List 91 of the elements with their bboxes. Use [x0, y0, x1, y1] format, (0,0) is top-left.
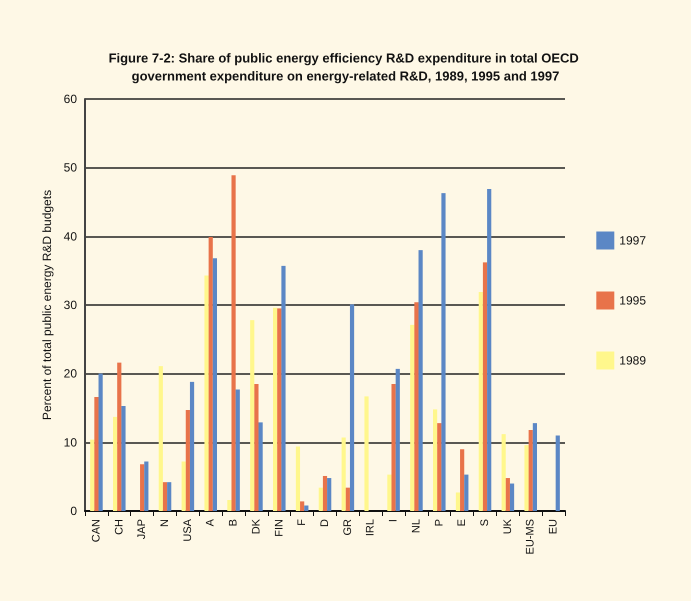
bar: [281, 266, 286, 511]
bar: [254, 384, 259, 511]
bar: [117, 362, 122, 511]
y-tick-label: 60: [64, 92, 78, 106]
chart-title: Figure 7-2: Share of public energy efficiency R&D expenditure in total OECD government expenditure on energy-related R&D, 1989, 1995 and 1997: [108, 50, 582, 84]
legend-label: 1989: [619, 354, 646, 368]
bar: [528, 430, 533, 511]
legend-label: 1997: [619, 234, 646, 248]
bar: [204, 275, 209, 511]
bar: [186, 410, 190, 511]
bar: [524, 445, 529, 511]
bar: [113, 416, 118, 511]
x-tick-label: N: [159, 518, 171, 527]
bar: [140, 464, 144, 511]
bar: [502, 434, 506, 511]
bar: [90, 440, 94, 511]
bar: [296, 446, 300, 511]
bar: [98, 374, 103, 511]
bar: [437, 423, 442, 511]
y-tick-label: 50: [64, 160, 78, 175]
x-tick-label: GR: [342, 518, 354, 536]
bar: [236, 389, 240, 511]
bar: [532, 423, 537, 511]
x-tick-label: I: [388, 519, 400, 522]
bar: [212, 258, 217, 511]
bar: [327, 478, 332, 511]
bar: [273, 308, 278, 511]
bar: [482, 262, 488, 511]
bar: [391, 384, 396, 511]
bar: [487, 188, 492, 511]
bar: [162, 482, 168, 511]
bar: [300, 501, 304, 511]
x-tick-label: USA: [182, 518, 194, 542]
bar: [556, 435, 560, 511]
x-tick-label: EU-MS: [524, 519, 537, 554]
bar: [342, 438, 346, 511]
y-tick-label: 40: [64, 229, 78, 244]
bar: [456, 492, 460, 511]
x-tick-label: CH: [113, 518, 126, 535]
bar: [144, 462, 148, 511]
bar: [227, 500, 232, 511]
x-tick-label: B: [228, 519, 240, 526]
x-tick-label: D: [319, 518, 331, 527]
bar: [231, 175, 236, 511]
x-tick-label: IRL: [364, 519, 377, 536]
bar: [182, 462, 186, 511]
bar: [478, 292, 483, 511]
legend-label: 1995: [619, 294, 646, 308]
bar: [208, 237, 213, 511]
bar: [410, 324, 414, 511]
bar: [418, 250, 423, 511]
y-tick-label: 10: [64, 435, 78, 450]
x-tick-label: DK: [250, 518, 262, 534]
bar: [433, 409, 438, 511]
y-tick-label: 0: [70, 504, 78, 518]
bar: [167, 482, 172, 511]
bar: [277, 308, 282, 511]
x-tick-label: F: [296, 518, 308, 526]
x-tick-label: A: [204, 518, 217, 526]
x-tick-label: FIN: [273, 518, 286, 537]
bar: [190, 382, 194, 511]
bar: [510, 484, 514, 511]
y-tick-label: 20: [64, 366, 78, 381]
bar: [250, 320, 254, 511]
bar: [318, 488, 323, 511]
x-tick-label: E: [456, 519, 468, 526]
x-tick-label: JAP: [136, 519, 148, 540]
bar: [258, 422, 263, 511]
x-tick-label: S: [479, 519, 491, 526]
x-tick-label: NL: [410, 519, 422, 534]
bar: [350, 304, 354, 511]
bar: [304, 506, 308, 511]
bar: [94, 397, 99, 511]
bar: [414, 302, 419, 511]
bar: [322, 476, 328, 511]
x-tick-label: CAN: [90, 518, 102, 542]
bar: [396, 368, 400, 511]
y-tick-label: 30: [64, 298, 78, 312]
x-tick-label: EU: [548, 518, 560, 534]
x-tick-label: UK: [502, 518, 514, 534]
bar: [441, 193, 446, 511]
bar: [121, 406, 126, 511]
bar: [387, 474, 392, 511]
y-axis-title: Percent of total public energy R&D budgets: [40, 190, 54, 420]
bar: [464, 474, 468, 511]
bar: [506, 478, 510, 511]
bar: [460, 449, 464, 511]
x-tick-label: P: [433, 519, 446, 526]
bar: [346, 488, 350, 511]
bar: [364, 396, 369, 511]
bar: [158, 366, 163, 511]
